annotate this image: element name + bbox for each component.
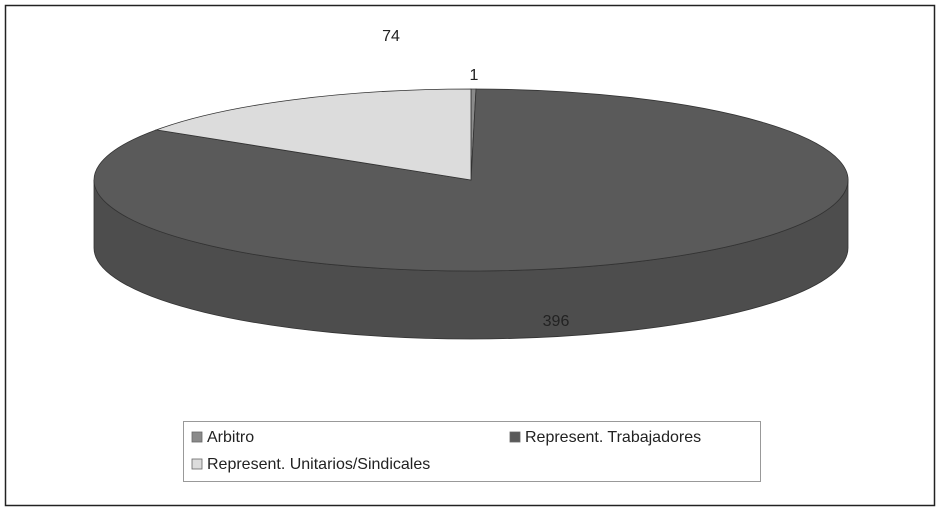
pie-slice xyxy=(93,88,849,272)
pie-slice xyxy=(154,88,472,181)
data-label: 1 xyxy=(470,67,479,84)
legend-swatch xyxy=(509,431,521,443)
legend-label: Represent. Unitarios/Sindicales xyxy=(207,456,430,473)
legend-swatch xyxy=(191,431,203,443)
legend-label: Represent. Trabajadores xyxy=(525,429,701,446)
data-label: 74 xyxy=(382,28,400,45)
legend-swatch xyxy=(191,458,203,470)
legend-label: Arbitro xyxy=(207,429,254,446)
legend-box xyxy=(183,421,761,482)
data-label: 396 xyxy=(543,313,570,330)
